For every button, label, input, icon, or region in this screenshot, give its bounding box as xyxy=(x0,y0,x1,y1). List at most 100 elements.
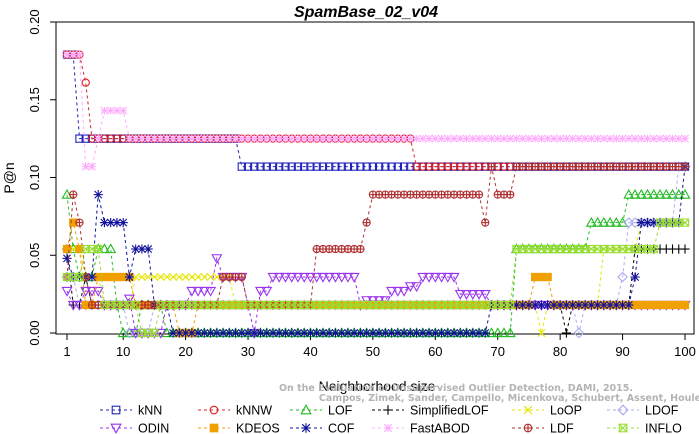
data-point xyxy=(62,244,72,254)
data-point xyxy=(680,162,690,171)
data-point xyxy=(668,134,677,143)
data-point xyxy=(493,134,502,143)
series-fastabod xyxy=(63,50,689,171)
data-point xyxy=(386,286,398,297)
data-point xyxy=(436,328,447,338)
data-point xyxy=(423,272,435,283)
data-point xyxy=(473,289,485,300)
legend-label: KDEOS xyxy=(236,422,280,434)
data-point xyxy=(342,272,354,283)
data-point xyxy=(75,244,84,254)
data-point xyxy=(304,272,316,283)
data-point xyxy=(181,273,190,282)
data-point xyxy=(624,134,633,143)
data-point xyxy=(454,289,466,300)
data-point xyxy=(480,328,490,338)
data-point xyxy=(637,134,646,143)
data-point xyxy=(100,106,109,115)
data-point xyxy=(231,134,240,143)
data-point xyxy=(474,162,484,171)
data-point xyxy=(481,134,490,143)
data-point xyxy=(479,289,491,300)
series-layer xyxy=(61,50,691,339)
data-point xyxy=(393,162,402,171)
y-axis-label: P@n xyxy=(1,162,17,193)
data-point xyxy=(429,272,441,283)
data-point xyxy=(206,273,215,282)
data-point xyxy=(549,134,558,143)
credit-line-2: On the Evaluation of Unsupervised Outlie… xyxy=(279,383,633,394)
y-tick-label: 0.05 xyxy=(27,243,42,268)
data-point xyxy=(254,286,267,297)
data-point xyxy=(329,272,341,283)
data-point xyxy=(623,188,635,199)
data-point xyxy=(475,134,483,143)
data-point xyxy=(61,286,73,297)
data-point xyxy=(456,134,465,143)
data-point xyxy=(69,190,78,199)
data-point xyxy=(412,134,421,143)
data-point xyxy=(430,328,440,338)
data-point xyxy=(506,300,515,310)
data-point xyxy=(279,272,292,283)
data-point xyxy=(680,244,690,254)
data-point xyxy=(92,286,104,297)
legend-swatch-marker xyxy=(618,423,628,433)
data-point xyxy=(599,134,608,143)
legend-item-odin: ODIN xyxy=(100,422,169,434)
data-point xyxy=(581,134,590,143)
data-point xyxy=(169,134,178,143)
data-point xyxy=(230,328,241,338)
data-point xyxy=(317,272,329,283)
data-point xyxy=(406,134,415,143)
x-tick-label: 100 xyxy=(674,344,696,359)
data-point xyxy=(593,134,602,143)
data-point xyxy=(400,134,409,143)
data-point xyxy=(169,273,178,282)
data-point xyxy=(368,162,378,171)
data-point xyxy=(643,134,652,143)
data-point xyxy=(286,272,298,283)
credit-line-1: Campos, Zimek, Sander, Campello, Micenko… xyxy=(319,393,699,404)
data-point xyxy=(367,296,379,307)
data-point xyxy=(362,218,371,227)
data-point xyxy=(656,134,665,143)
legend-label: LOF xyxy=(328,404,353,418)
data-point xyxy=(412,162,421,171)
data-point xyxy=(293,134,302,143)
legend-item-lof: LOF xyxy=(290,404,353,418)
data-point xyxy=(93,190,103,200)
data-point xyxy=(568,300,578,310)
data-point xyxy=(679,188,691,199)
legend-label: LDOF xyxy=(645,404,679,418)
data-point xyxy=(604,216,616,227)
data-point xyxy=(305,328,316,338)
data-point xyxy=(293,162,303,171)
data-point xyxy=(69,50,78,59)
data-point xyxy=(450,134,459,143)
x-axis: 1 10 20 30 40 50 60 70 80 90 100 xyxy=(63,334,696,359)
data-point xyxy=(81,134,90,143)
data-point xyxy=(348,272,360,283)
data-point xyxy=(194,273,203,282)
data-point xyxy=(373,296,385,307)
data-point xyxy=(224,328,234,338)
data-point xyxy=(666,188,679,199)
legend-item-fastabod: FastABOD xyxy=(372,422,470,434)
legend-label: FastABOD xyxy=(410,422,470,434)
data-point xyxy=(537,134,546,143)
data-point xyxy=(94,244,103,254)
y-tick-label: 0.15 xyxy=(27,87,42,112)
data-point xyxy=(442,272,454,283)
data-point xyxy=(518,134,527,143)
data-point xyxy=(449,328,459,338)
legend-item-simplifiedlof: SimplifiedLOF xyxy=(372,404,489,418)
data-point xyxy=(144,134,153,143)
data-point xyxy=(462,134,471,143)
data-point xyxy=(323,272,335,283)
data-point xyxy=(362,134,371,143)
y-tick-label: 0.20 xyxy=(27,9,42,34)
legend-swatch-marker xyxy=(383,423,393,433)
data-point xyxy=(112,134,122,143)
legend-label: INFLO xyxy=(645,422,682,434)
